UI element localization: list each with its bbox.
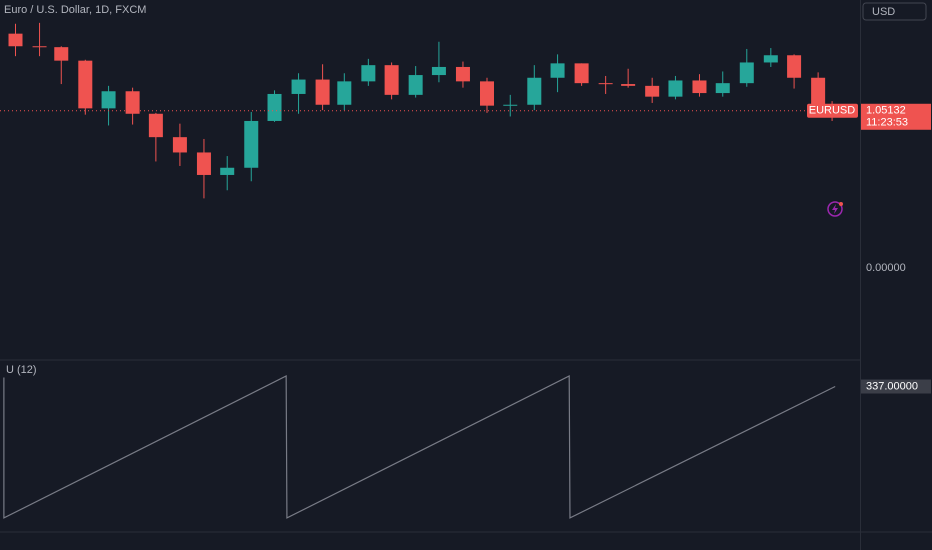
candle-body	[78, 60, 93, 109]
candle-body	[125, 91, 140, 114]
chart-title: Euro / U.S. Dollar, 1D, FXCM	[4, 4, 146, 16]
candle-body	[101, 91, 116, 109]
candle-body	[763, 55, 778, 63]
candle-body	[267, 93, 282, 121]
candle-body	[527, 77, 542, 105]
indicator-title: U (12)	[6, 364, 37, 376]
candle-body	[148, 113, 163, 138]
symbol-box	[807, 103, 858, 118]
candle-body	[337, 81, 352, 105]
candle-body	[645, 85, 660, 97]
candle-body	[172, 137, 187, 153]
extra-price-label: 0.00000	[866, 262, 906, 274]
candle-body	[220, 167, 235, 175]
currency-label[interactable]: USD	[872, 6, 895, 18]
candle-body	[503, 104, 518, 106]
last-price-label: 1.05132	[866, 105, 906, 117]
candle-body	[244, 120, 259, 168]
candle-body	[739, 62, 754, 84]
candle-body	[8, 33, 23, 47]
candle-body	[811, 77, 826, 105]
alert-bolt[interactable]	[832, 204, 838, 214]
candle-body	[361, 65, 376, 82]
candle-body	[787, 55, 802, 78]
candle-body	[384, 65, 399, 95]
last-value-label: 337.00000	[866, 380, 918, 392]
candle-body	[550, 63, 565, 78]
currency-button[interactable]	[862, 2, 927, 21]
symbol-label: EURUSD	[809, 105, 856, 117]
candle-body	[598, 83, 613, 85]
last-price-box	[861, 103, 931, 130]
alert-icon[interactable]	[827, 201, 843, 217]
candle-body	[408, 75, 423, 95]
candle-body	[315, 79, 330, 105]
alert-circle[interactable]	[827, 201, 843, 217]
last-value-box	[861, 379, 931, 394]
candle-body	[692, 80, 707, 94]
candle-body	[479, 81, 494, 106]
candle-body	[668, 80, 683, 97]
candle-body	[431, 66, 446, 76]
alert-dot[interactable]	[839, 202, 843, 206]
indicator-line	[3, 375, 836, 519]
candle-body	[455, 66, 470, 82]
countdown-label: 11:23:53	[866, 117, 908, 129]
candle-body	[32, 46, 47, 48]
candle-body	[715, 83, 730, 94]
candle-body	[621, 84, 636, 86]
candle-body	[54, 47, 69, 61]
candle-body	[574, 63, 589, 84]
candle-body	[291, 79, 306, 94]
candle-body	[196, 152, 211, 175]
